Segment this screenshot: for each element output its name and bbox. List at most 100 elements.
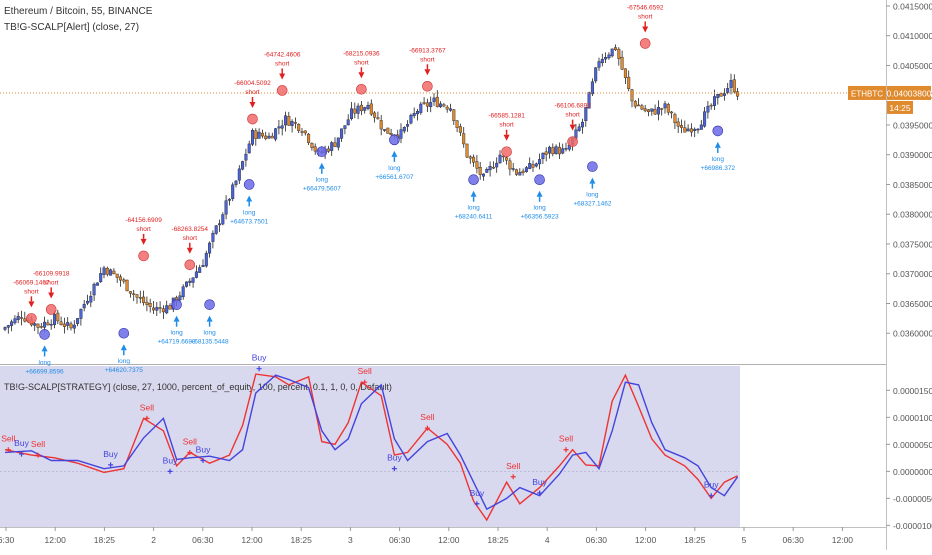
- short-signal-label: short: [183, 235, 198, 242]
- candle-body: [419, 103, 423, 113]
- sell-marker-label: Sell: [140, 402, 154, 412]
- candle-body: [267, 135, 271, 139]
- countdown-text: 14:25: [889, 103, 911, 113]
- candle-body: [62, 323, 66, 327]
- time-tick-label: 18:25: [291, 535, 313, 545]
- candle-body: [597, 61, 601, 68]
- short-signal-dot: [422, 80, 433, 92]
- long-signal-dot: [243, 179, 255, 190]
- short-signal-label: short: [24, 288, 39, 295]
- candle-body: [617, 48, 621, 59]
- candle-body: [161, 308, 165, 313]
- candle-body: [577, 126, 581, 131]
- candle-body: [379, 120, 383, 130]
- long-signal-dot: [534, 174, 545, 186]
- candle-body: [356, 105, 360, 114]
- candle-body: [178, 295, 182, 301]
- candle-body: [260, 132, 264, 137]
- time-tick-label: 12:00: [45, 535, 67, 545]
- candle-body: [66, 322, 70, 326]
- buy-marker-icon: [708, 493, 714, 499]
- candle-body: [135, 294, 139, 298]
- candle-body: [561, 148, 565, 154]
- last-price-badge: [887, 85, 931, 100]
- short-arrow-icon: [279, 73, 286, 80]
- candle-body: [310, 142, 314, 148]
- candle-body: [696, 128, 700, 131]
- sell-marker-label: Sell: [1, 434, 15, 444]
- candle-body: [191, 277, 195, 283]
- sell-marker-label: Sell: [506, 461, 520, 471]
- candle-body: [59, 321, 63, 325]
- candle-body: [168, 305, 172, 310]
- candle-body: [307, 133, 311, 143]
- candle-body: [515, 169, 519, 175]
- sell-marker-label: Sell: [358, 366, 372, 376]
- candle-body: [363, 107, 367, 111]
- candle-body: [138, 297, 142, 299]
- candle-body: [313, 146, 317, 152]
- long-arrow-icon: [173, 315, 180, 322]
- short-signal-value: -68263.8254: [172, 226, 209, 233]
- candle-body: [241, 161, 245, 170]
- candle-body: [521, 170, 525, 173]
- sell-marker-label: Sell: [183, 436, 197, 446]
- buy-marker-icon: [167, 468, 173, 474]
- buy-marker-label: Buy: [470, 488, 485, 498]
- candle-body: [663, 103, 667, 109]
- long-signal-value: +66356.5923: [521, 214, 560, 221]
- candle-body: [366, 105, 370, 109]
- candle-body: [498, 154, 502, 164]
- red-series-line: [4, 373, 738, 522]
- candle-body: [132, 293, 136, 295]
- candle-body: [620, 56, 624, 70]
- time-tick-label: 2: [151, 535, 156, 545]
- candle-body: [214, 225, 218, 234]
- candle-body: [716, 94, 720, 99]
- candle-body: [353, 108, 357, 114]
- candle-body: [184, 281, 188, 287]
- candle-body: [686, 128, 690, 132]
- buy-marker-label: Buy: [704, 480, 719, 490]
- sell-marker-icon: [362, 379, 368, 385]
- candle-body: [637, 104, 641, 107]
- candle-body: [125, 279, 129, 292]
- blue-series-line: [4, 374, 739, 511]
- candle-body: [647, 109, 651, 112]
- candle-body: [465, 143, 469, 158]
- candle-body: [610, 48, 614, 57]
- indicator-legend[interactable]: TB!G-SCALP[Alert] (close, 27): [4, 22, 140, 33]
- candle-body: [402, 126, 406, 132]
- candle-body: [369, 103, 373, 115]
- candle-body: [82, 303, 86, 309]
- long-arrow-icon: [714, 141, 721, 148]
- candle-body: [99, 273, 103, 283]
- long-signal-value: +66561.6707: [375, 174, 414, 181]
- buy-marker-label: Buy: [14, 438, 29, 448]
- candle-body: [280, 125, 284, 129]
- candle-body: [112, 270, 116, 274]
- candle-body: [485, 169, 489, 173]
- long-signal-label: long: [712, 156, 725, 163]
- long-signal-label: long: [118, 358, 131, 365]
- long-signal-value: +68240.6411: [455, 214, 493, 221]
- candle-body: [13, 318, 17, 324]
- candle-body: [554, 146, 558, 154]
- long-arrow-icon: [318, 162, 325, 169]
- long-signal-value: +64673.7501: [230, 218, 269, 225]
- candle-body: [590, 81, 594, 95]
- candle-body: [736, 91, 740, 97]
- long-arrow-icon: [470, 190, 477, 197]
- short-signal-label: short: [420, 56, 435, 63]
- short-signal-dot: [184, 259, 196, 271]
- candle-body: [406, 124, 410, 127]
- candle-body: [722, 93, 726, 96]
